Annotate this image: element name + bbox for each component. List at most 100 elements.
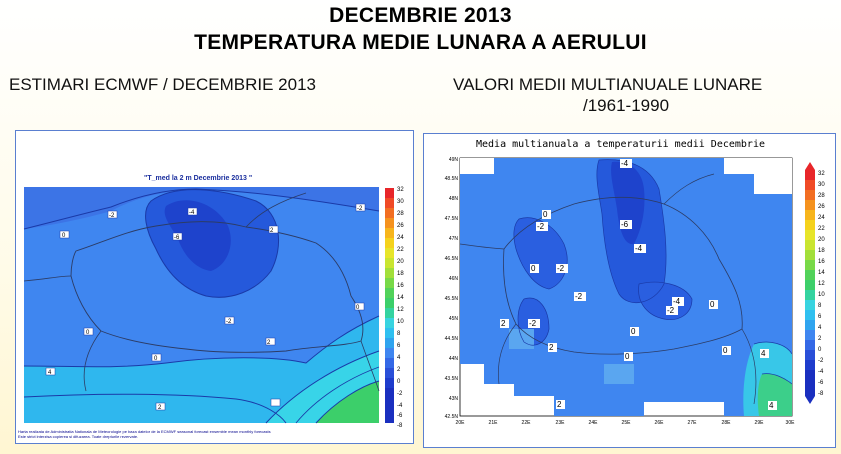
lon-label: 30E xyxy=(786,420,796,426)
lon-label: 27E xyxy=(688,420,698,426)
climatology-contour-label: -6 xyxy=(621,220,629,229)
ecmwf-label-box xyxy=(224,316,235,325)
no-data-zone xyxy=(724,158,792,194)
colorbar-cell xyxy=(805,300,815,310)
ecmwf-contour-label: 2 xyxy=(270,228,274,234)
climatology-label-box xyxy=(500,319,509,328)
colorbar-label: 26 xyxy=(818,204,825,210)
colorbar-cell xyxy=(805,290,815,300)
ecmwf-footer-line1: Harta realizata de Administratia Nationa… xyxy=(18,429,271,434)
ecmwf-label-box xyxy=(270,398,281,407)
colorbar-label: 0 xyxy=(818,347,822,353)
ecmwf-colorbar-labels: 32 30 28 26 24 22 20 18 16 14 12 10 8 6 … xyxy=(397,187,404,429)
colorbar-cell xyxy=(385,388,394,423)
colorbar-label: 14 xyxy=(818,270,825,276)
longitude-labels: 20E 21E 22E 23E 24E 25E 26E 27E 28E 29E … xyxy=(456,420,796,426)
colorbar-cell xyxy=(805,230,815,240)
ecmwf-label-box xyxy=(151,353,162,362)
colorbar-label: 12 xyxy=(397,307,404,313)
climatology-contour-line xyxy=(596,159,667,303)
ecmwf-contour-label-texts: -2 -4 -6 0 -2 2 -2 0 0 0 2 4 2 xyxy=(48,206,363,411)
lat-label: 47.5N xyxy=(445,216,459,222)
right-subtitle-line2: /1961-1990 xyxy=(583,96,670,115)
climatology-label-box xyxy=(722,346,731,355)
lon-label: 23E xyxy=(556,420,566,426)
colorbar-label: 12 xyxy=(818,281,825,287)
ecmwf-forecast-map-panel: "T_med la 2 m Decembrie 2013 " -2 -4 -6 xyxy=(15,130,414,444)
climatology-label-box xyxy=(760,349,769,358)
colorbar-label: 4 xyxy=(818,325,822,331)
climatology-label-box xyxy=(634,244,646,253)
colorbar-label: 20 xyxy=(818,237,825,243)
climatology-label-box xyxy=(536,222,548,231)
climatology-label-boxes xyxy=(500,159,777,410)
ecmwf-footer-line2: Este strict interzisa copierea si difuza… xyxy=(18,434,139,439)
lat-label: 45N xyxy=(449,316,459,322)
lat-label: 42.5N xyxy=(445,414,459,420)
lat-label: 43.5N xyxy=(445,376,459,382)
climatology-contour-label: -4 xyxy=(621,159,629,168)
slide-title-line2: TEMPERATURA MEDIE LUNARA A AERULUI xyxy=(194,31,647,54)
romania-border xyxy=(503,196,743,355)
colorbar-label: -4 xyxy=(818,369,824,375)
lat-label: 43N xyxy=(449,396,459,402)
colorbar-label: 2 xyxy=(397,367,401,373)
climatology-contour-label: 0 xyxy=(710,300,715,309)
colorbar-label: 2 xyxy=(818,336,822,342)
colorbar-cell xyxy=(385,268,394,278)
climatology-map-svg: -4 -2 0 -6 -4 -2 0 -2 -4 -2 0 2 -2 2 0 0… xyxy=(445,157,826,426)
lat-label: 46N xyxy=(449,276,459,282)
climatology-contour-label: -2 xyxy=(529,319,537,328)
climatology-contour-label: 0 xyxy=(543,210,548,219)
ecmwf-contour-label: -4 xyxy=(189,210,195,216)
colorbar-label: 16 xyxy=(397,283,404,289)
colorbar-cell xyxy=(385,378,394,388)
climatology-label-box xyxy=(556,400,565,409)
colorbar-label: 24 xyxy=(397,235,404,241)
colorbar-label: 30 xyxy=(397,199,404,205)
ecmwf-contour-label: 0 xyxy=(154,356,158,362)
country-border xyxy=(498,323,517,385)
colorbar-cell xyxy=(805,360,815,370)
lat-label: 48.5N xyxy=(445,176,459,182)
colorbar-cell xyxy=(805,350,815,360)
climatology-contour-label: 0 xyxy=(631,327,636,336)
climatology-label-box xyxy=(709,300,718,309)
colorbar-cell xyxy=(805,310,815,320)
colorbar-label: 32 xyxy=(397,187,404,193)
colorbar-cell xyxy=(385,308,394,318)
lat-label: 44.5N xyxy=(445,336,459,342)
colorbar-cell xyxy=(385,228,394,238)
lat-label: 47N xyxy=(449,236,459,242)
colorbar-label: 8 xyxy=(397,331,401,337)
climatology-cold-zone xyxy=(513,217,568,289)
climatology-contour-label: -4 xyxy=(673,297,681,306)
climatology-contour-line xyxy=(761,373,793,385)
lat-label: 46.5N xyxy=(445,256,459,262)
colorbar-label: 32 xyxy=(818,171,825,177)
climatology-label-box xyxy=(542,210,551,219)
ecmwf-label-box xyxy=(59,230,70,239)
colorbar-label: 0 xyxy=(397,379,401,385)
climatology-contour-label: 0 xyxy=(625,352,630,361)
no-data-zone xyxy=(460,158,494,174)
lat-label: 48N xyxy=(449,196,459,202)
climatology-contour-label: -2 xyxy=(557,264,565,273)
climatology-cold-zone xyxy=(638,282,692,320)
colorbar-label: 24 xyxy=(818,215,825,221)
climatology-contour-label-texts: -4 -2 0 -6 -4 -2 0 -2 -4 -2 0 2 -2 2 0 0… xyxy=(501,159,774,410)
colorbar-cell xyxy=(385,248,394,258)
ecmwf-contour-label: 2 xyxy=(267,340,271,346)
climatology-label-box xyxy=(620,220,632,229)
ecmwf-contour-line xyxy=(315,380,380,424)
climatology-contour-label: 2 xyxy=(501,319,506,328)
colorbar-cell xyxy=(385,278,394,288)
country-border xyxy=(245,192,307,228)
ecmwf-map-svg: -2 -4 -6 0 -2 2 -2 0 0 0 2 4 2 xyxy=(23,187,404,429)
ecmwf-label-box xyxy=(355,203,366,212)
colorbar-cell xyxy=(805,330,815,340)
ecmwf-contour-line xyxy=(265,350,380,424)
colorbar-cell xyxy=(385,358,394,368)
lon-label: 26E xyxy=(655,420,665,426)
ecmwf-label-box xyxy=(155,402,166,411)
